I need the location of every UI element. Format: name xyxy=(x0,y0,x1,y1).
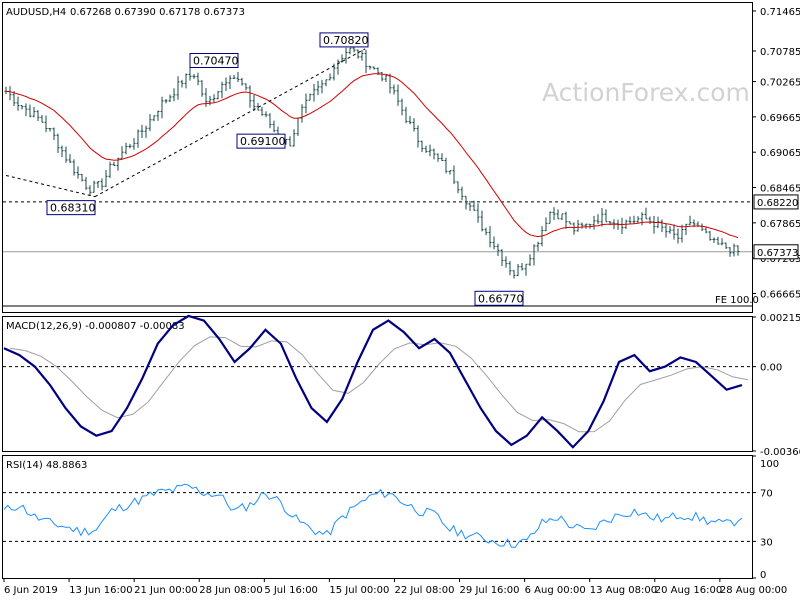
x-tick-label: 13 Jun 16:00 xyxy=(69,585,133,596)
current-price-label: 0.67373 xyxy=(757,248,798,259)
macd-tick-label: -0.003664 xyxy=(760,447,800,458)
fe-label: FE 100.0 xyxy=(715,295,759,306)
price-tick-label: 0.69065 xyxy=(760,148,800,159)
x-tick-label: 22 Jul 08:00 xyxy=(394,585,454,596)
watermark: ActionForex.com xyxy=(542,78,750,107)
x-tick-label: 13 Aug 08:00 xyxy=(590,585,657,596)
swing-label: 0.68310 xyxy=(50,202,96,215)
current-price-tag xyxy=(753,244,799,260)
rsi-tick-label: 0 xyxy=(760,570,766,581)
x-tick-label: 28 Jun 08:00 xyxy=(199,585,263,596)
swing-label-box xyxy=(46,200,96,216)
price-tick-label: 0.71465 xyxy=(760,7,800,18)
ohlc-values: 0.67268 0.67390 0.67178 0.67373 xyxy=(70,7,245,18)
swing-label-box xyxy=(189,53,239,69)
macd-tick-label: 0.00 xyxy=(760,363,782,374)
x-tick-label: 21 Jun 00:00 xyxy=(134,585,198,596)
swing-label: 0.69100 xyxy=(240,135,286,148)
level-line-tag xyxy=(753,194,799,210)
price-tick-label: 0.68465 xyxy=(760,184,800,195)
rsi-tick-label: 70 xyxy=(760,489,773,500)
swing-label: 0.70820 xyxy=(323,34,369,47)
x-tick-label: 6 Aug 00:00 xyxy=(525,585,586,596)
price-tick-label: 0.67865 xyxy=(760,219,800,230)
macd-panel xyxy=(2,316,753,452)
x-tick-label: 29 Jul 16:00 xyxy=(460,585,520,596)
rsi-panel xyxy=(2,455,753,579)
price-tick-label: 0.67265 xyxy=(760,254,800,265)
x-tick-label: 15 Jul 00:00 xyxy=(329,585,389,596)
x-tick-label: 28 Aug 00:00 xyxy=(720,585,787,596)
rsi-header: RSI(14) 48.8863 xyxy=(6,460,87,471)
price-tick-label: 0.70265 xyxy=(760,78,800,89)
price-tick-label: 0.66665 xyxy=(760,289,800,300)
macd-header: MACD(12,26,9) -0.000807 -0.00083 xyxy=(6,321,185,332)
swing-label-box xyxy=(236,133,286,149)
x-tick-label: 5 Jul 16:00 xyxy=(264,585,318,596)
price-panel xyxy=(2,2,753,313)
price-tick-label: 0.70785 xyxy=(760,47,800,58)
macd-tick-label: 0.002156 xyxy=(760,313,800,324)
ema-line xyxy=(5,73,739,239)
x-tick-label: 6 Jun 2019 xyxy=(4,585,58,596)
price-tick-label: 0.69665 xyxy=(760,113,800,124)
swing-label: 0.70470 xyxy=(193,55,239,68)
macd-signal-line xyxy=(9,336,749,433)
macd-line xyxy=(3,314,743,449)
swing-label-box xyxy=(474,290,524,306)
level-line-label: 0.68220 xyxy=(757,198,798,209)
rsi-tick-label: 30 xyxy=(760,537,773,548)
swing-label-box xyxy=(319,32,369,48)
rsi-line xyxy=(3,483,743,548)
swing-label: 0.66770 xyxy=(478,292,524,305)
price-header: AUDUSD,H4 xyxy=(6,7,66,18)
x-tick-label: 20 Aug 16:00 xyxy=(655,585,722,596)
rsi-tick-label: 100 xyxy=(760,459,779,470)
